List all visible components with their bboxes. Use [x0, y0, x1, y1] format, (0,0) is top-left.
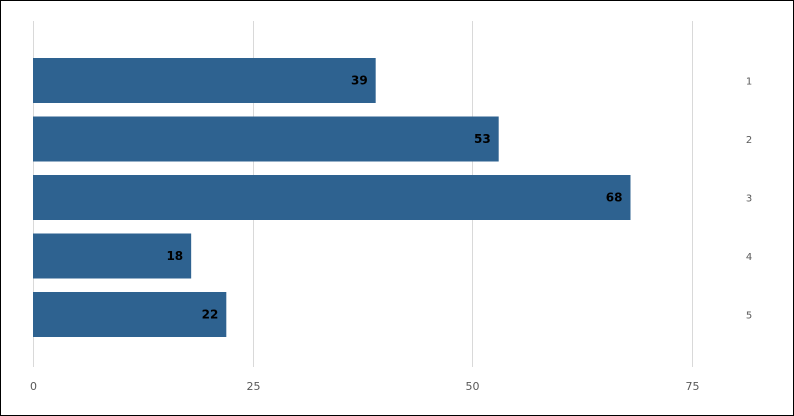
category-label: 4	[746, 252, 752, 263]
category-label: 3	[746, 194, 752, 205]
x-tick-label: 0	[30, 380, 37, 393]
data-label: 18	[166, 249, 183, 263]
data-label: 68	[606, 191, 623, 205]
bar-2	[33, 116, 499, 162]
bar-5	[33, 292, 227, 337]
bars	[33, 58, 631, 337]
y-axis-ticks: 1 2 3 4 5	[746, 77, 752, 322]
data-label: 53	[474, 132, 491, 146]
data-labels: 39 53 68 18 22	[166, 74, 622, 322]
category-label: 1	[746, 77, 752, 88]
data-label: 39	[351, 74, 368, 88]
bar-1	[33, 58, 376, 103]
bar-3	[33, 175, 631, 220]
x-tick-label: 50	[466, 380, 480, 393]
category-label: 5	[746, 311, 752, 322]
x-axis-ticks: 0 25 50 75	[30, 380, 700, 393]
x-tick-label: 75	[686, 380, 700, 393]
data-label: 22	[202, 308, 219, 322]
x-tick-label: 25	[247, 380, 261, 393]
bar-4	[33, 233, 192, 279]
category-label: 2	[746, 135, 752, 146]
